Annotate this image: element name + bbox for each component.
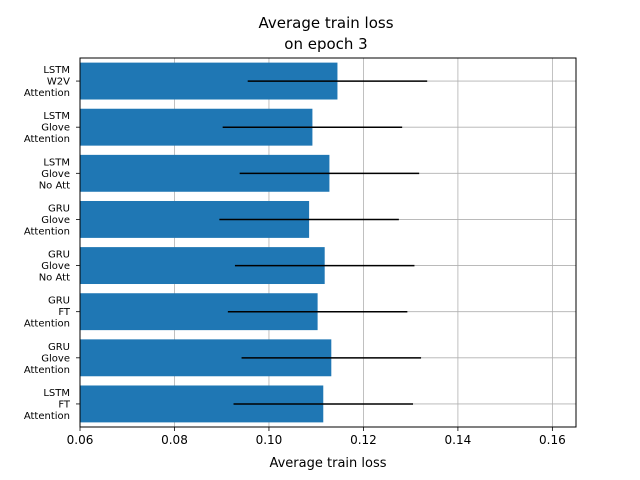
y-tick-label: LSTM	[43, 65, 70, 76]
x-tick-label: 0.10	[256, 433, 283, 447]
y-tick-label: No Att	[39, 273, 70, 284]
chart-title-line-2: on epoch 3	[284, 35, 367, 53]
plot-frame	[79, 57, 577, 428]
y-tick-label: LSTM	[43, 111, 70, 122]
y-tick-label: LSTM	[43, 388, 70, 399]
x-tick-label: 0.14	[445, 433, 472, 447]
y-axis: LSTMW2VAttentionLSTMGloveAttentionLSTMGl…	[24, 65, 80, 422]
error-bars-layer	[219, 80, 428, 405]
y-tick-label: GRU	[48, 342, 70, 353]
x-tick-label: 0.06	[67, 433, 94, 447]
chart-title-line-1: Average train loss	[258, 14, 393, 32]
y-tick-label: Glove	[41, 261, 70, 272]
x-axis: 0.06 0.08 0.10 0.12 0.14 0.16	[67, 427, 566, 447]
y-tick-label: Attention	[24, 411, 70, 422]
y-tick-label: LSTM	[43, 157, 70, 168]
x-axis-label: Average train loss	[269, 456, 386, 471]
y-tick-label: Attention	[24, 134, 70, 145]
y-tick-label: W2V	[47, 77, 70, 88]
y-tick-label: GRU	[48, 250, 70, 261]
x-tick-label: 0.16	[539, 433, 566, 447]
y-tick-label: Attention	[24, 319, 70, 330]
y-tick-label: FT	[58, 399, 71, 410]
y-tick-label: Attention	[24, 88, 70, 99]
y-tick-label: GRU	[48, 296, 70, 307]
y-tick-label: FT	[58, 307, 71, 318]
y-tick-label: No Att	[39, 180, 70, 191]
x-tick-label: 0.12	[350, 433, 377, 447]
y-tick-label: Attention	[24, 365, 70, 376]
y-tick-label: Glove	[41, 215, 70, 226]
y-tick-label: Glove	[41, 123, 70, 134]
y-tick-label: GRU	[48, 203, 70, 214]
y-tick-label: Glove	[41, 353, 70, 364]
y-tick-label: Glove	[41, 169, 70, 180]
x-tick-label: 0.08	[161, 433, 188, 447]
bars-layer	[80, 62, 338, 423]
y-tick-label: Attention	[24, 226, 70, 237]
